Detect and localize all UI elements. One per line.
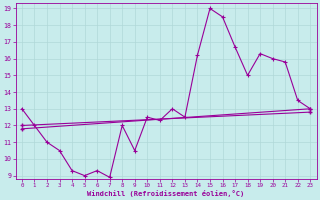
X-axis label: Windchill (Refroidissement éolien,°C): Windchill (Refroidissement éolien,°C) xyxy=(87,190,245,197)
